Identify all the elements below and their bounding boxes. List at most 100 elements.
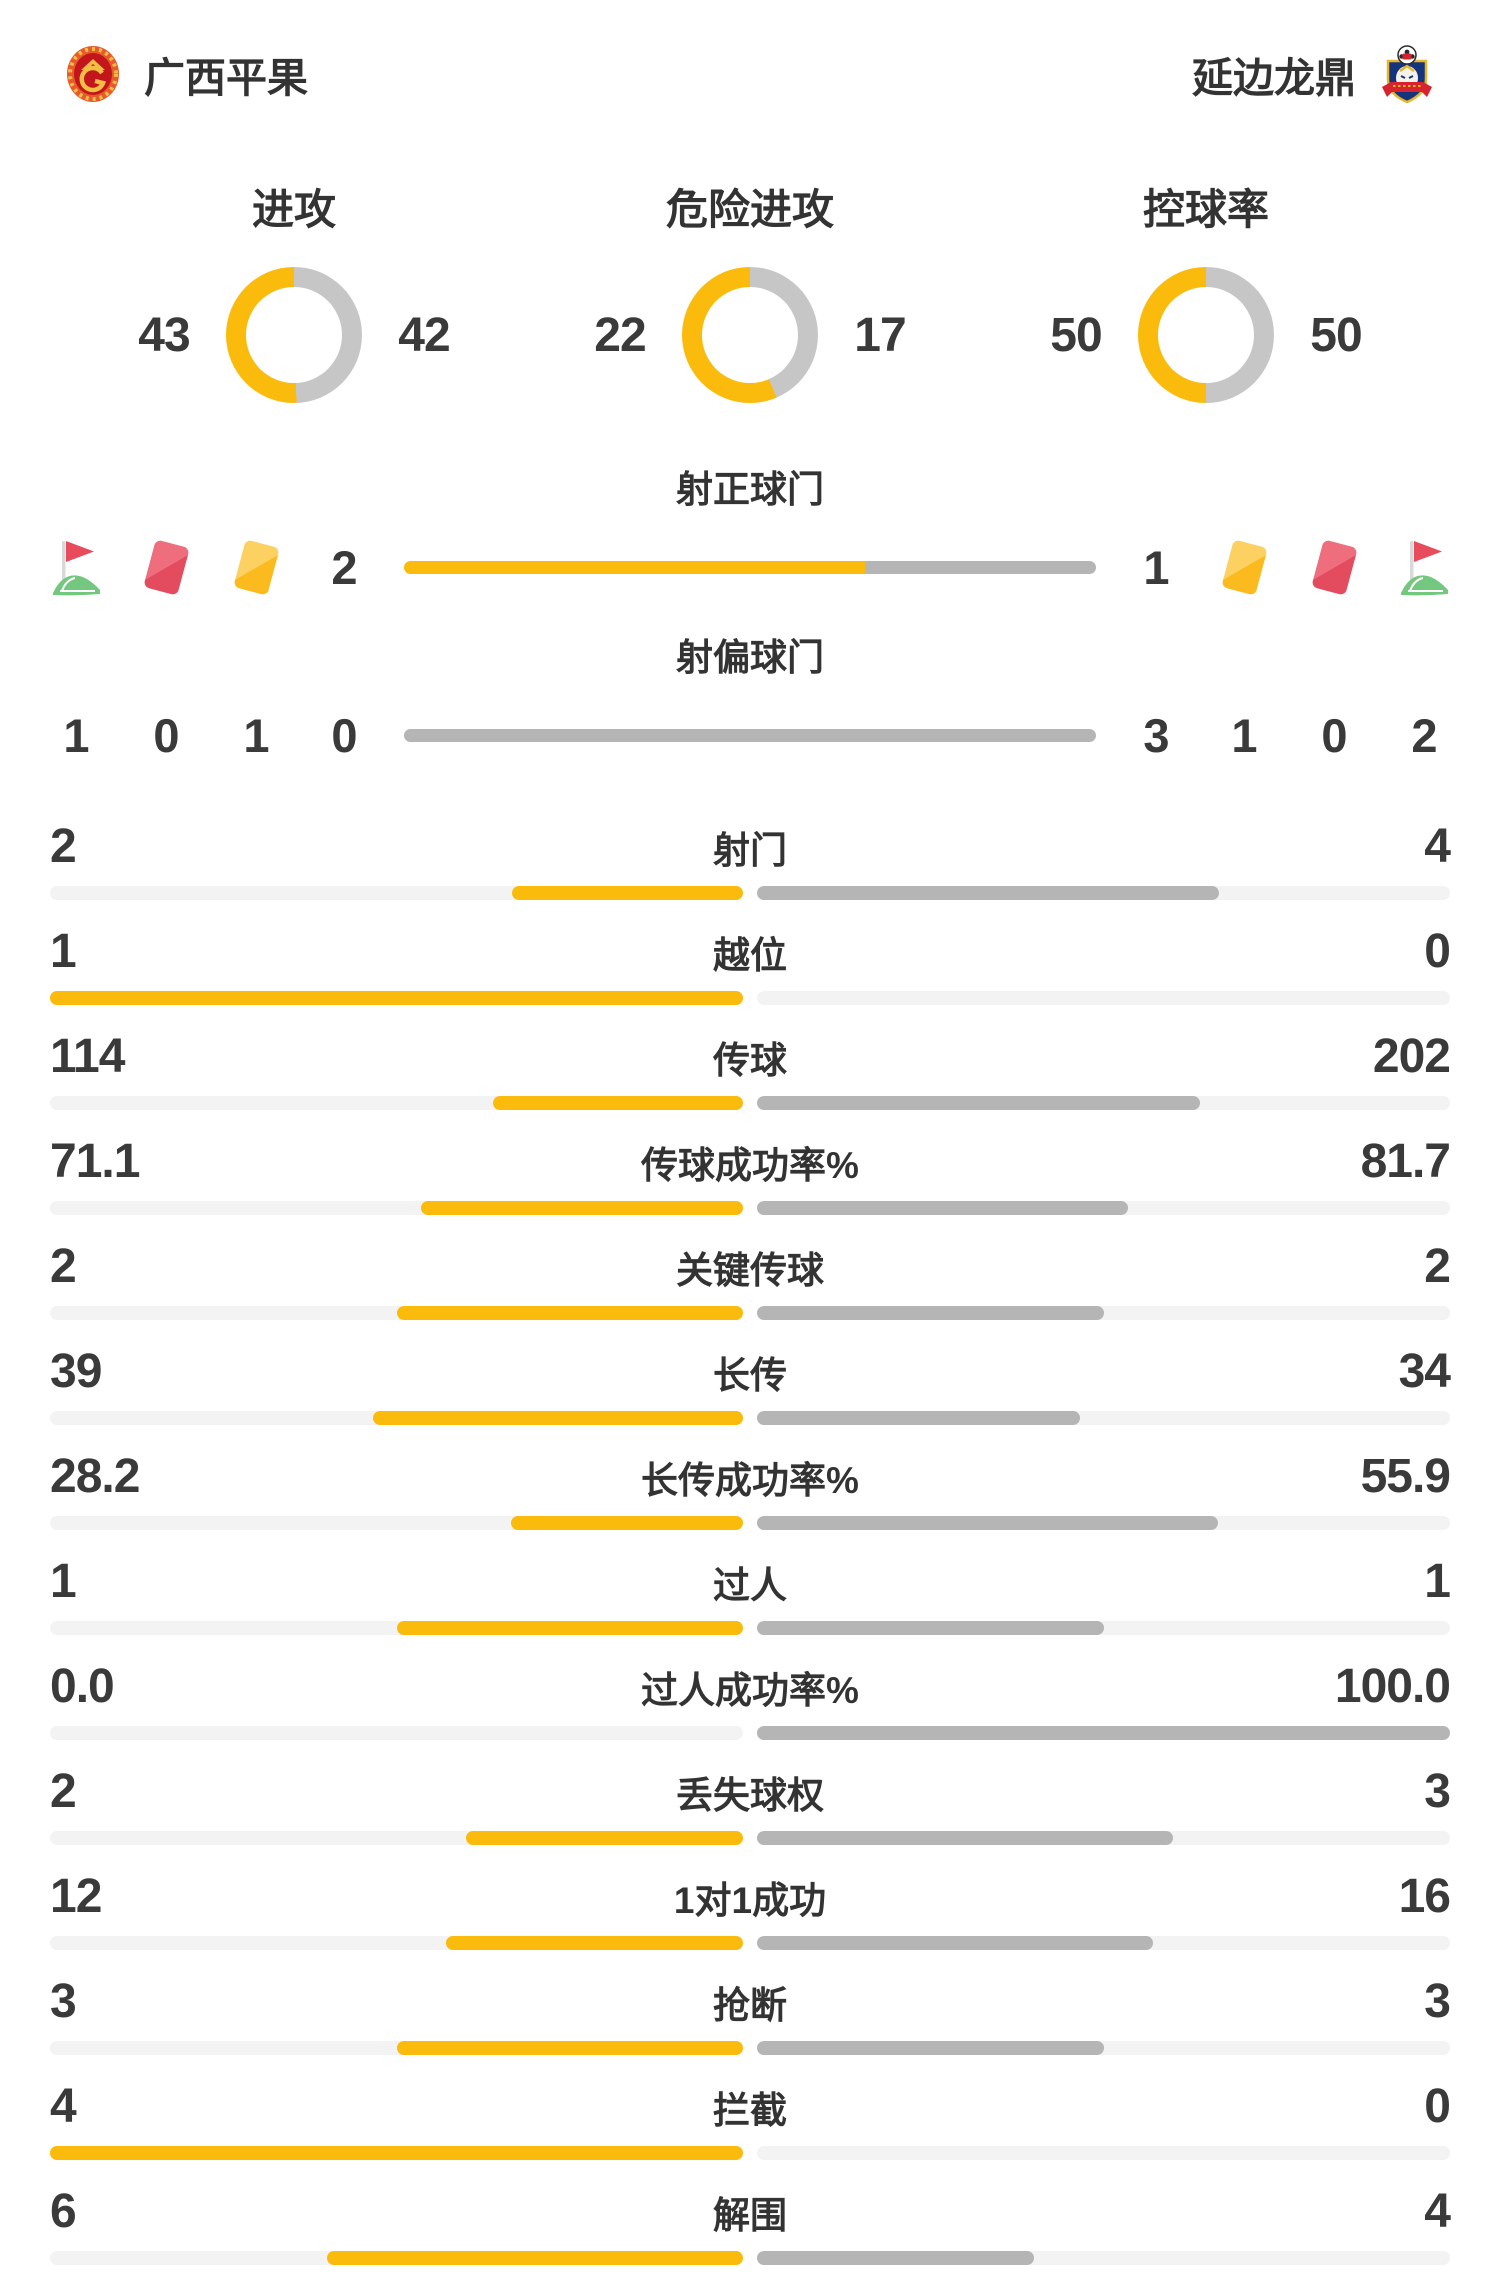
stat-away-bar <box>757 2251 1450 2265</box>
yellow-card-icon <box>1216 538 1272 596</box>
shots-off-target-bar <box>404 728 1096 742</box>
stat-away-bar <box>757 886 1450 900</box>
stat-away-bar <box>757 1831 1450 1845</box>
stat-label: 拦截 <box>713 2089 787 2131</box>
donut-chart <box>1138 267 1274 403</box>
stat-home-value: 2 <box>50 820 77 873</box>
shots-off-target-home: 0 <box>331 708 357 762</box>
stat-label: 长传成功率% <box>641 1459 859 1501</box>
stat-home-bar <box>50 1621 743 1635</box>
stat-home-bar <box>50 1831 743 1845</box>
donut-group: 危险进攻 22 17 <box>586 176 914 403</box>
stat-away-bar <box>757 1096 1450 1110</box>
red-card-icon <box>138 538 194 596</box>
home-team: 广西平果 <box>66 44 308 104</box>
stat-row: 4 拦截 0 <box>0 2079 1500 2184</box>
stat-away-bar <box>757 1306 1450 1320</box>
stat-label: 传球成功率% <box>641 1144 859 1186</box>
stat-row: 12 1对1成功 16 <box>0 1869 1500 1974</box>
stat-row: 1 过人 1 <box>0 1554 1500 1659</box>
stat-home-bar <box>50 2251 743 2265</box>
stat-away-bar <box>757 1936 1450 1950</box>
stat-label: 关键传球 <box>676 1249 824 1291</box>
stat-home-bar <box>50 1411 743 1425</box>
donut-home-value: 43 <box>138 308 190 362</box>
stat-row: 3 抢断 3 <box>0 1974 1500 2079</box>
corner-flag-icon <box>1396 538 1452 596</box>
stat-row: 71.1 传球成功率% 81.7 <box>0 1134 1500 1239</box>
shots-on-target-away: 1 <box>1143 540 1169 594</box>
stat-away-value: 4 <box>1424 820 1451 873</box>
stat-label: 解围 <box>713 2194 787 2236</box>
donut-chart <box>226 267 362 403</box>
away-corner-count: 2 <box>1411 708 1437 762</box>
match-header: 广西平果 延边龙鼎 <box>0 0 1500 104</box>
red-card-icon <box>1306 538 1362 596</box>
donut-away-value: 42 <box>398 308 450 362</box>
stat-away-bar <box>757 1726 1450 1740</box>
home-team-logo-icon <box>67 46 119 102</box>
corner-flag-icon <box>48 538 104 596</box>
stat-away-bar <box>757 2041 1450 2055</box>
stat-home-value: 12 <box>50 1870 102 1923</box>
donut-away-value: 50 <box>1310 308 1362 362</box>
shots-on-target-row: 2 1 <box>0 531 1500 603</box>
shots-on-target-label: 射正球门 <box>676 469 824 510</box>
stat-home-bar <box>50 2041 743 2055</box>
stat-label: 过人 <box>713 1564 787 1606</box>
stat-home-bar <box>50 1201 743 1215</box>
stat-row: 2 关键传球 2 <box>0 1239 1500 1344</box>
stat-label: 过人成功率% <box>641 1669 859 1711</box>
shots-off-target-away: 3 <box>1143 708 1169 762</box>
home-corner-count: 1 <box>63 708 89 762</box>
away-team-name: 延边龙鼎 <box>1192 55 1356 101</box>
stat-away-bar <box>757 1411 1450 1425</box>
stat-home-bar <box>50 1726 743 1740</box>
stat-home-bar <box>50 1306 743 1320</box>
stat-row: 1 越位 0 <box>0 924 1500 1029</box>
away-team-logo-icon <box>1382 45 1432 103</box>
stat-away-bar <box>757 1621 1450 1635</box>
stat-away-value: 3 <box>1424 1765 1451 1818</box>
stat-label: 传球 <box>713 1039 787 1081</box>
stat-home-value: 28.2 <box>50 1450 140 1503</box>
away-red-card-count: 0 <box>1321 708 1347 762</box>
stat-label: 抢断 <box>713 1984 787 2026</box>
stat-row: 6 解围 4 <box>0 2184 1500 2289</box>
stat-away-value: 202 <box>1372 1030 1451 1083</box>
home-red-card-count: 0 <box>153 708 179 762</box>
stat-home-value: 3 <box>50 1975 77 2028</box>
stat-home-bar <box>50 886 743 900</box>
stat-away-value: 34 <box>1398 1345 1451 1398</box>
stat-away-value: 2 <box>1424 1240 1451 1293</box>
donut-home-value: 50 <box>1050 308 1102 362</box>
stat-home-bar <box>50 1516 743 1530</box>
donut-home-value: 22 <box>594 308 646 362</box>
home-cards-counts: 1 0 1 <box>48 708 284 763</box>
stat-home-value: 1 <box>50 925 77 978</box>
possession-donuts: 进攻 43 42 危险进攻 22 17 控球率 50 50 <box>0 176 1500 403</box>
stat-away-bar <box>757 991 1450 1005</box>
shots-on-target-home: 2 <box>331 540 357 594</box>
yellow-card-icon <box>228 538 284 596</box>
shots-off-target-label: 射偏球门 <box>676 637 824 678</box>
stat-away-value: 0 <box>1424 925 1451 978</box>
stat-away-bar <box>757 1201 1450 1215</box>
donut-title: 控球率 <box>1142 186 1269 233</box>
stat-home-value: 2 <box>50 1765 77 1818</box>
donut-title: 危险进攻 <box>665 186 834 233</box>
stat-away-value: 100.0 <box>1334 1660 1451 1713</box>
stat-home-value: 2 <box>50 1240 77 1293</box>
shots-on-target-bar <box>404 560 1096 574</box>
stat-away-value: 1 <box>1424 1555 1451 1608</box>
stat-home-bar <box>50 1936 743 1950</box>
stat-home-value: 1 <box>50 1555 77 1608</box>
stat-home-value: 4 <box>50 2080 77 2133</box>
stat-home-value: 71.1 <box>50 1135 140 1188</box>
stat-label: 长传 <box>713 1354 787 1396</box>
stat-home-bar <box>50 2146 743 2160</box>
stat-away-value: 81.7 <box>1360 1135 1451 1188</box>
donut-away-value: 17 <box>854 308 906 362</box>
stat-away-value: 3 <box>1424 1975 1451 2028</box>
stat-label: 1对1成功 <box>673 1879 827 1921</box>
